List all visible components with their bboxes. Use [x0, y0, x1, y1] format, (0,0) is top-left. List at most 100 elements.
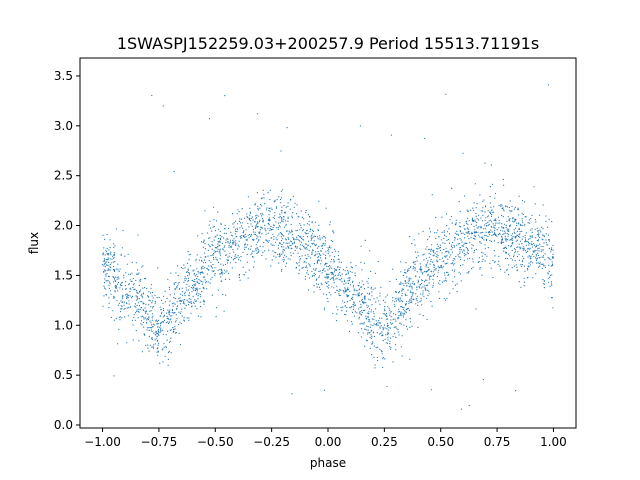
data-point — [166, 315, 168, 318]
data-point — [309, 264, 311, 266]
data-point — [544, 253, 546, 255]
data-point — [396, 297, 398, 299]
data-point — [178, 298, 180, 300]
data-point — [370, 288, 372, 290]
data-point — [156, 322, 158, 324]
data-point — [498, 205, 500, 207]
data-point — [297, 235, 299, 237]
data-point — [122, 229, 124, 232]
data-point — [446, 231, 448, 233]
data-point — [329, 268, 331, 270]
data-point — [203, 239, 205, 241]
data-point — [548, 270, 550, 273]
data-point — [219, 241, 221, 243]
data-point — [220, 263, 222, 265]
data-point — [105, 275, 107, 277]
data-point — [473, 225, 475, 227]
data-point — [475, 231, 477, 233]
data-point — [445, 235, 447, 237]
data-point — [550, 259, 552, 261]
data-point — [408, 307, 410, 309]
data-point — [246, 244, 249, 246]
data-point — [188, 301, 191, 303]
data-point — [527, 222, 529, 224]
data-point — [531, 228, 533, 230]
data-point — [170, 318, 172, 320]
data-point — [507, 216, 509, 218]
data-point — [422, 290, 424, 292]
data-point — [138, 340, 140, 342]
data-point — [318, 200, 320, 202]
data-point — [429, 263, 431, 265]
data-point — [374, 287, 376, 289]
data-point — [151, 346, 153, 348]
data-point — [107, 257, 109, 259]
data-point — [551, 284, 553, 286]
data-point — [248, 217, 250, 219]
data-point — [333, 248, 336, 250]
data-point — [450, 246, 452, 248]
data-point — [335, 320, 338, 322]
data-point — [550, 265, 552, 267]
data-point — [337, 275, 339, 277]
data-point — [493, 233, 495, 236]
data-point — [484, 248, 486, 250]
data-point — [552, 256, 554, 258]
data-point — [270, 207, 272, 209]
data-point — [157, 354, 159, 356]
data-point — [257, 209, 259, 211]
data-point — [277, 235, 279, 237]
data-point — [232, 239, 234, 241]
data-point — [525, 216, 527, 218]
data-point — [429, 231, 432, 233]
data-point — [389, 340, 391, 342]
data-point — [457, 254, 459, 256]
data-point — [161, 349, 163, 351]
data-point — [158, 319, 160, 321]
data-point — [138, 272, 140, 274]
data-point — [478, 219, 480, 221]
data-point — [228, 246, 230, 248]
data-point — [296, 229, 298, 231]
data-point — [352, 303, 354, 306]
data-point — [238, 276, 240, 278]
data-point — [216, 259, 218, 261]
data-point — [143, 316, 145, 318]
data-point — [448, 242, 451, 244]
data-point — [424, 288, 427, 290]
data-point — [113, 375, 115, 377]
data-point — [278, 225, 280, 227]
data-point — [280, 190, 282, 192]
data-point — [337, 309, 339, 311]
data-point — [302, 245, 304, 247]
data-point — [513, 231, 515, 233]
data-point — [207, 255, 209, 257]
data-point — [114, 291, 116, 293]
data-point — [520, 286, 522, 288]
data-point — [122, 301, 124, 303]
data-point — [187, 301, 189, 303]
data-point — [338, 293, 340, 295]
data-point — [471, 220, 473, 222]
data-point — [103, 285, 105, 287]
y-axis: 0.00.51.01.52.02.53.03.5 — [54, 69, 80, 432]
data-point — [259, 245, 261, 247]
data-point — [373, 332, 375, 334]
data-point — [167, 364, 169, 366]
data-point — [211, 276, 213, 279]
data-point — [209, 220, 211, 222]
data-point — [408, 300, 410, 302]
data-point — [291, 217, 293, 219]
data-point — [373, 311, 375, 313]
data-point — [377, 346, 379, 348]
data-point — [141, 324, 143, 326]
data-point — [285, 220, 287, 222]
data-point — [531, 241, 533, 243]
data-point — [482, 214, 484, 216]
data-point — [500, 242, 502, 245]
data-point — [134, 303, 136, 305]
data-point — [384, 310, 386, 312]
data-point — [439, 283, 441, 285]
data-point — [343, 279, 346, 281]
data-point — [516, 255, 519, 258]
